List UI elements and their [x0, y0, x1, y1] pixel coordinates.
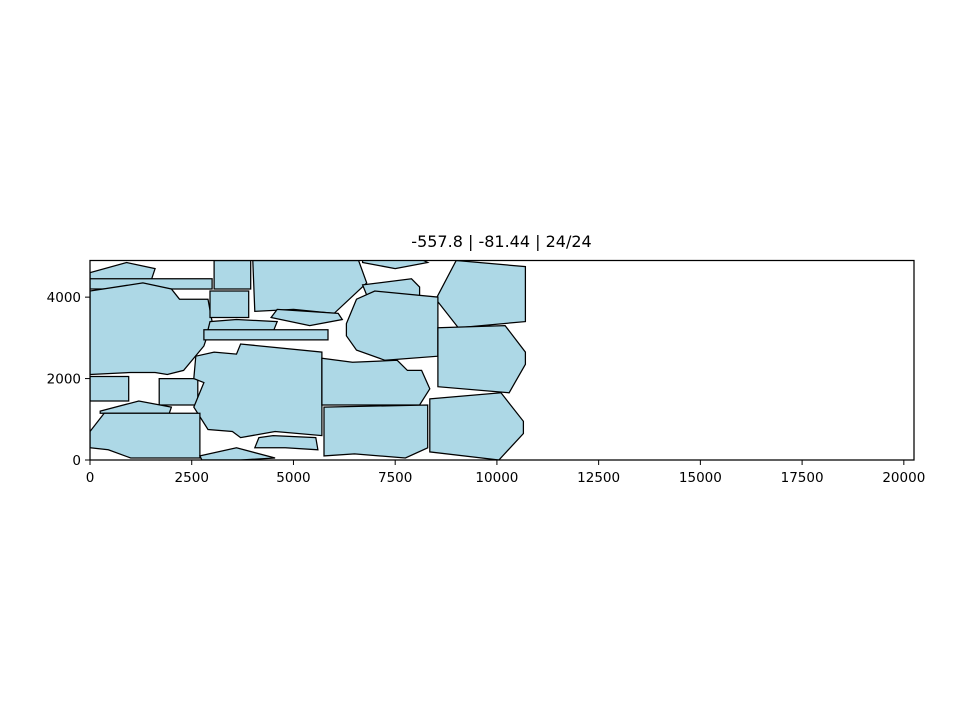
polygon-20 — [99, 400, 173, 414]
polygon-19 — [429, 392, 525, 460]
y-tick-label: 0 — [72, 453, 81, 469]
x-tick-label: 20000 — [882, 470, 925, 486]
polygon-3 — [213, 260, 252, 290]
polygon-18 — [321, 357, 431, 406]
x-tick-label: 15000 — [679, 470, 722, 486]
axes-frame — [89, 259, 915, 461]
polygon-layer — [90, 260, 527, 460]
chart-title: -557.8 | -81.44 | 24/24 — [411, 232, 591, 251]
x-tick-label: 5000 — [276, 470, 310, 486]
polygon-16 — [158, 377, 199, 406]
x-tick-label: 2500 — [175, 470, 209, 486]
y-tick-label: 2000 — [47, 372, 81, 388]
polygon-17 — [193, 343, 323, 439]
x-tick-label: 10000 — [475, 470, 518, 486]
x-axis: 0 2500 5000 7500 10000 12500 15000 17500 20000 — [86, 460, 925, 486]
polygon-13 — [345, 290, 439, 361]
x-tick-label: 17500 — [781, 470, 824, 486]
polygon-1 — [90, 261, 156, 282]
polygon-23 — [253, 434, 319, 451]
polygon-7 — [435, 260, 527, 329]
polygon-15 — [90, 375, 130, 402]
y-tick-label: 4000 — [47, 290, 81, 306]
polygon-11 — [270, 308, 344, 327]
x-tick-label: 0 — [86, 470, 95, 486]
y-axis: 0 2000 4000 — [47, 290, 90, 469]
plot-area — [89, 259, 915, 461]
polygon-14 — [437, 324, 527, 394]
polygon-22 — [323, 404, 429, 459]
polygon-9 — [209, 290, 250, 319]
polygon-24 — [198, 447, 276, 460]
polygon-21 — [90, 412, 201, 459]
polygon-8 — [90, 282, 213, 376]
x-tick-label: 12500 — [577, 470, 620, 486]
x-tick-label: 7500 — [378, 470, 412, 486]
polygon-12 — [203, 329, 329, 341]
polygon-5 — [361, 260, 430, 270]
